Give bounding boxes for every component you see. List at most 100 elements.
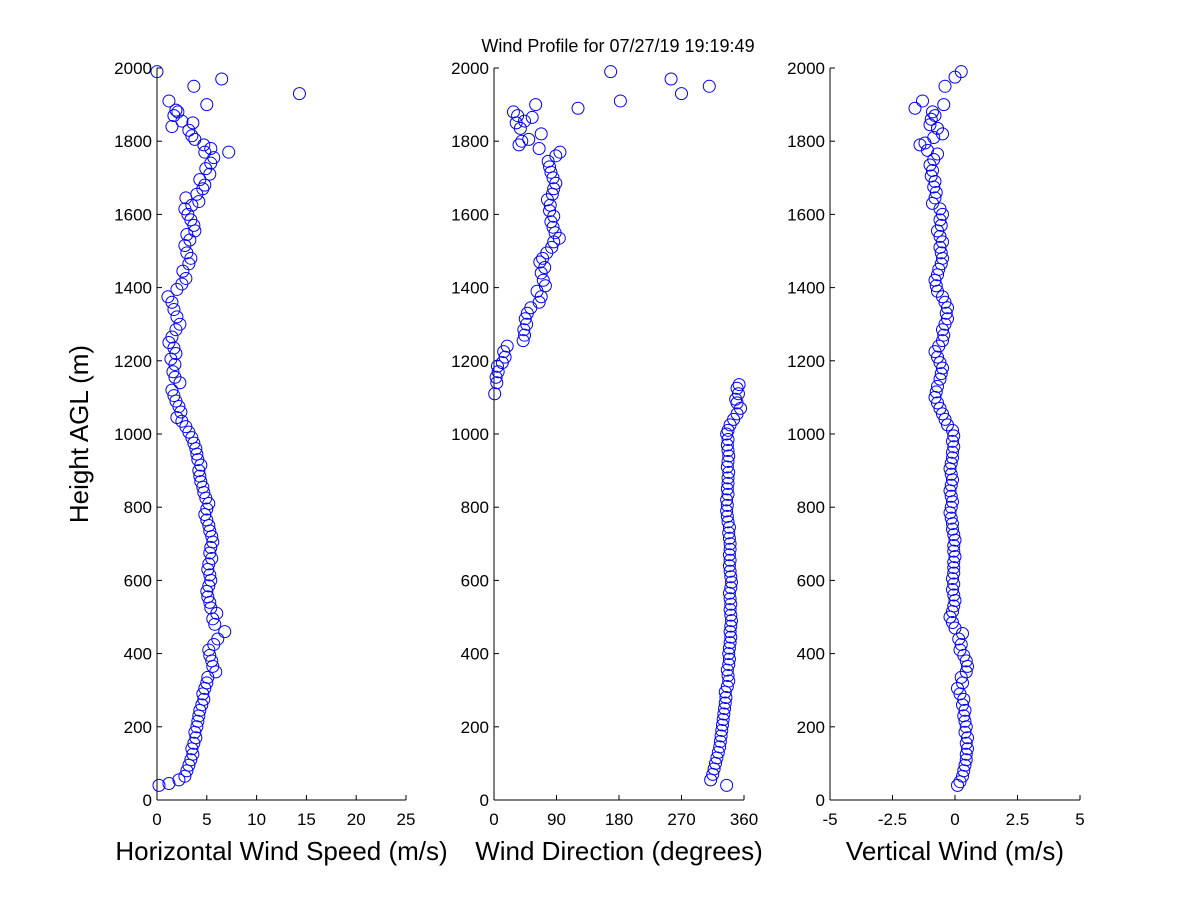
data-point (179, 191, 193, 205)
y-tick-label: 1200 (114, 352, 152, 371)
data-point (722, 559, 736, 573)
data-point (938, 317, 952, 331)
data-point (947, 544, 961, 558)
data-point (211, 632, 225, 646)
data-point (543, 204, 557, 218)
data-point (218, 625, 232, 639)
data-point (720, 482, 734, 496)
data-point (190, 720, 204, 734)
data-point (571, 101, 585, 115)
data-point (187, 736, 201, 750)
data-point (529, 98, 543, 112)
data-point (515, 134, 529, 148)
data-point (723, 636, 737, 650)
data-point (720, 663, 734, 677)
x-tick-label: 15 (297, 810, 316, 829)
data-point (165, 295, 179, 309)
y-tick-label: 800 (797, 498, 825, 517)
data-point (184, 753, 198, 767)
data-point (165, 120, 179, 134)
data-point (947, 429, 961, 443)
data-point (938, 295, 952, 309)
y-tick-label: 1000 (451, 425, 489, 444)
data-point (197, 692, 211, 706)
data-point (173, 317, 187, 331)
data-point (545, 240, 559, 254)
data-point (171, 105, 185, 119)
data-point (513, 121, 527, 135)
data-point (553, 145, 567, 159)
data-point (549, 149, 563, 163)
data-point (723, 625, 737, 639)
data-point (723, 592, 737, 606)
data-point (722, 674, 736, 688)
data-point (722, 586, 736, 600)
data-point (937, 328, 951, 342)
data-point (664, 72, 678, 86)
data-point (936, 323, 949, 337)
data-point (182, 257, 196, 271)
y-tick-label: 1000 (114, 425, 152, 444)
data-point (721, 471, 735, 485)
data-point (175, 414, 189, 428)
data-point (720, 498, 734, 512)
data-point (491, 365, 505, 379)
data-point (924, 169, 938, 183)
data-point (208, 617, 222, 631)
data-point (934, 218, 948, 232)
data-point (191, 714, 205, 728)
y-tick-label: 2000 (451, 59, 489, 78)
data-point (721, 423, 735, 437)
data-point (732, 378, 746, 392)
data-point (162, 777, 176, 791)
data-point (500, 339, 514, 353)
data-point (933, 401, 947, 415)
data-point (200, 502, 214, 516)
data-point (722, 658, 736, 672)
data-point (938, 79, 952, 93)
data-point (203, 167, 217, 181)
data-point (720, 504, 734, 518)
data-point (720, 438, 734, 452)
data-point (292, 87, 306, 101)
data-point (724, 608, 738, 622)
data-point (941, 312, 954, 326)
data-point (718, 696, 732, 710)
x-axis-label: Vertical Wind (m/s) (846, 836, 1064, 866)
data-point (944, 456, 958, 470)
data-point (724, 581, 738, 595)
data-point (152, 778, 166, 792)
data-point (933, 229, 947, 243)
data-point (722, 449, 736, 463)
data-point (720, 778, 734, 792)
y-tick-label: 600 (124, 571, 152, 590)
data-point (520, 317, 534, 331)
data-point (924, 112, 938, 126)
data-point (161, 290, 175, 304)
data-point (724, 570, 738, 584)
data-point (722, 520, 736, 534)
y-tick-label: 1600 (114, 205, 152, 224)
data-point (165, 383, 179, 397)
data-point (543, 160, 557, 174)
data-point (525, 110, 539, 124)
data-point (518, 328, 532, 342)
data-point (926, 163, 939, 177)
x-tick-label: 2.5 (1006, 810, 1030, 829)
x-tick-label: 0 (489, 810, 498, 829)
x-tick-label: 180 (605, 810, 633, 829)
data-point (506, 105, 520, 119)
data-point (951, 778, 964, 792)
data-point (721, 443, 735, 457)
data-point (722, 548, 736, 562)
data-point (947, 528, 961, 542)
data-point (189, 731, 203, 745)
data-point (954, 65, 968, 79)
y-tick-label: 1400 (787, 279, 825, 298)
data-point (538, 279, 552, 293)
data-point (204, 142, 218, 156)
data-point (201, 590, 215, 604)
data-point (713, 734, 727, 748)
data-point (168, 370, 182, 384)
